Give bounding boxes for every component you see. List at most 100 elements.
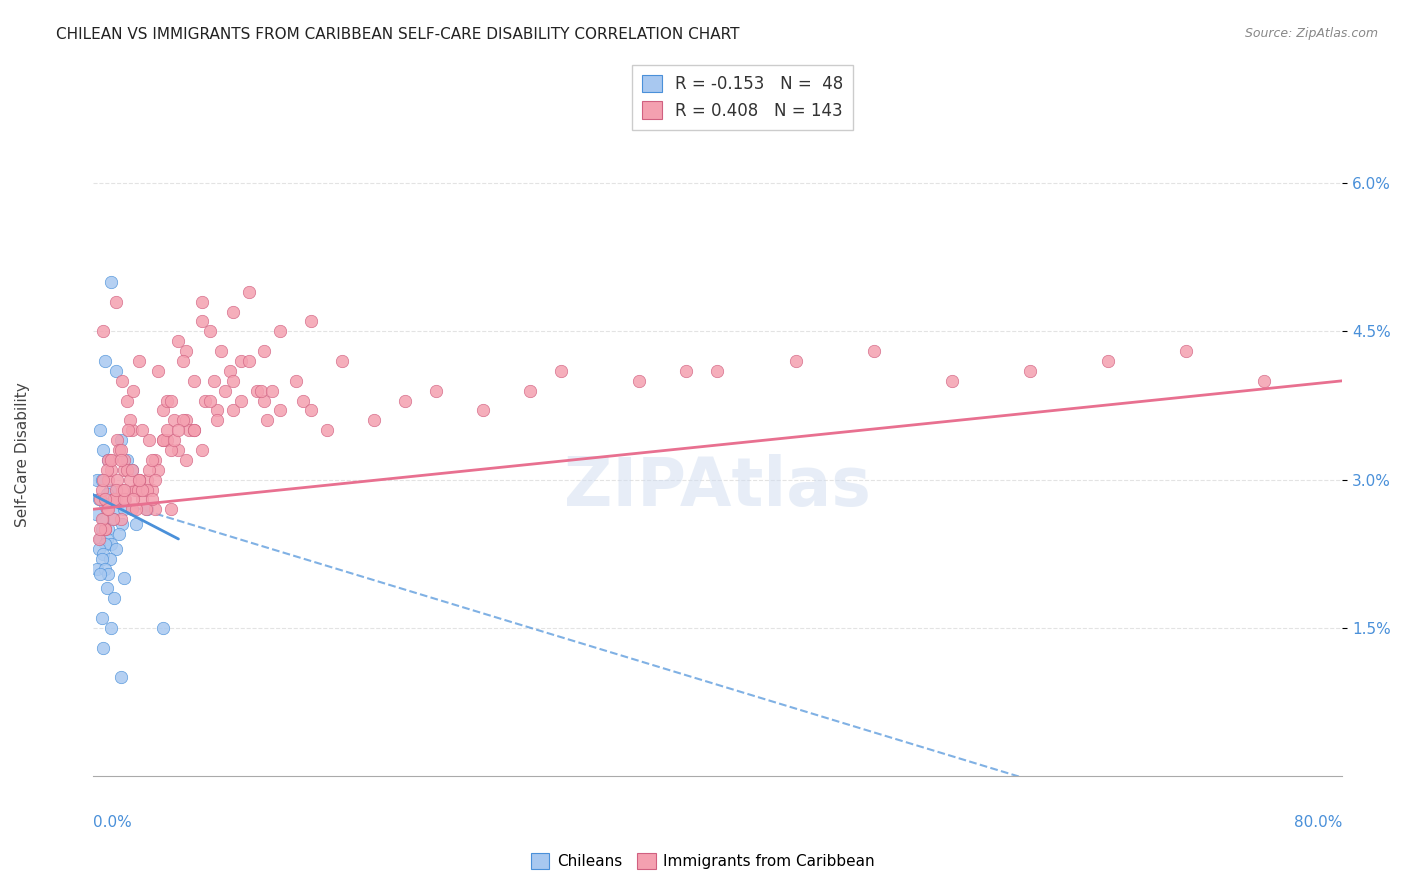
Point xyxy=(90,611,112,625)
Point xyxy=(121,502,143,516)
Point xyxy=(121,423,143,437)
Text: 80.0%: 80.0% xyxy=(1294,814,1343,830)
Point xyxy=(167,423,190,437)
Point xyxy=(87,541,110,556)
Point xyxy=(183,374,205,388)
Point xyxy=(98,551,121,566)
Point xyxy=(172,413,194,427)
Point xyxy=(108,442,131,457)
Point xyxy=(110,512,132,526)
Point xyxy=(101,512,124,526)
Point xyxy=(219,364,242,378)
Point xyxy=(94,522,117,536)
Point xyxy=(146,364,169,378)
Point xyxy=(112,483,135,497)
Point xyxy=(100,275,122,289)
Point xyxy=(159,442,181,457)
Point xyxy=(87,532,110,546)
Point xyxy=(141,483,163,497)
Point xyxy=(862,344,884,359)
Point xyxy=(156,423,179,437)
Point xyxy=(628,374,651,388)
Point xyxy=(104,294,127,309)
Point xyxy=(110,433,132,447)
Point xyxy=(1019,364,1042,378)
Point xyxy=(138,433,160,447)
Point xyxy=(125,502,148,516)
Point xyxy=(146,463,169,477)
Point xyxy=(131,483,153,497)
Point xyxy=(127,483,149,497)
Point xyxy=(292,393,315,408)
Point xyxy=(89,423,111,437)
Point xyxy=(183,423,205,437)
Point xyxy=(191,314,214,328)
Point xyxy=(136,473,159,487)
Point xyxy=(425,384,447,398)
Point xyxy=(172,354,194,368)
Point xyxy=(141,492,163,507)
Point xyxy=(89,492,111,507)
Point xyxy=(141,453,163,467)
Point xyxy=(163,413,186,427)
Point xyxy=(207,403,229,417)
Point xyxy=(84,508,107,522)
Point xyxy=(98,453,121,467)
Point xyxy=(103,492,125,507)
Point xyxy=(121,463,143,477)
Point xyxy=(156,433,179,447)
Point xyxy=(97,502,120,516)
Point xyxy=(122,492,145,507)
Point xyxy=(245,384,267,398)
Point xyxy=(101,512,124,526)
Point xyxy=(472,403,495,417)
Point xyxy=(90,512,112,526)
Point xyxy=(111,374,134,388)
Point xyxy=(94,561,117,575)
Point xyxy=(107,473,129,487)
Point xyxy=(675,364,697,378)
Point xyxy=(118,413,141,427)
Point xyxy=(112,453,135,467)
Point xyxy=(94,537,117,551)
Point xyxy=(110,442,132,457)
Point xyxy=(143,453,166,467)
Point xyxy=(394,393,416,408)
Text: ZIPAtlas: ZIPAtlas xyxy=(564,454,870,520)
Point xyxy=(98,483,121,497)
Point xyxy=(191,294,214,309)
Text: Source: ZipAtlas.com: Source: ZipAtlas.com xyxy=(1244,27,1378,40)
Point xyxy=(143,502,166,516)
Point xyxy=(167,334,190,349)
Point xyxy=(209,344,232,359)
Point xyxy=(124,483,146,497)
Text: 0.0%: 0.0% xyxy=(93,814,131,830)
Point xyxy=(96,463,118,477)
Point xyxy=(183,423,205,437)
Point xyxy=(97,473,120,487)
Point xyxy=(115,453,138,467)
Point xyxy=(1175,344,1198,359)
Point xyxy=(100,463,122,477)
Point xyxy=(94,354,117,368)
Point xyxy=(103,492,125,507)
Point xyxy=(174,453,197,467)
Point xyxy=(194,393,217,408)
Point xyxy=(96,582,118,596)
Point xyxy=(93,442,115,457)
Point xyxy=(96,502,118,516)
Point xyxy=(174,344,197,359)
Point xyxy=(785,354,807,368)
Point xyxy=(253,344,276,359)
Point xyxy=(131,423,153,437)
Point xyxy=(89,532,111,546)
Point xyxy=(1097,354,1119,368)
Point xyxy=(152,433,174,447)
Point xyxy=(112,502,135,516)
Point xyxy=(107,433,129,447)
Point xyxy=(104,541,127,556)
Point xyxy=(87,492,110,507)
Point xyxy=(112,572,135,586)
Point xyxy=(131,492,153,507)
Point xyxy=(121,463,143,477)
